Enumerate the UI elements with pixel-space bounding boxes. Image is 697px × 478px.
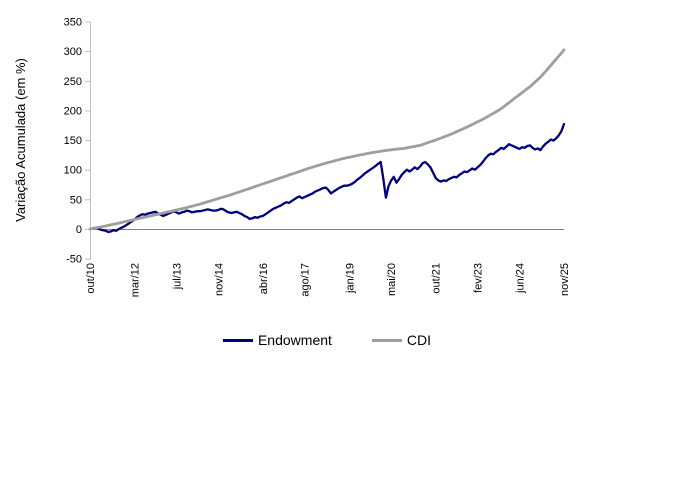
y-tick-label: -50 [66,254,82,266]
legend-label-cdi: CDI [406,332,432,348]
y-tick-label: 350 [64,17,82,29]
x-tick-label: jun/24 [515,263,527,294]
x-tick-label: ago/17 [300,263,312,297]
endowment-line-swatch [222,338,253,342]
y-tick-label: 100 [64,165,82,177]
y-tick-label: 50 [70,194,82,206]
legend-item-cdi: CDI [371,331,432,349]
y-tick-label: 250 [64,76,82,88]
x-tick-label: abr/16 [258,263,270,294]
chart-series [88,48,566,234]
x-tick-label: nov/14 [213,263,225,296]
x-tick-label: out/21 [431,263,443,294]
x-tick-label: out/10 [85,263,97,294]
legend-label-endowment: Endowment [257,332,332,348]
chart-legend: Endowment CDI [90,331,564,349]
y-axis-title: Variação Acumulada (em %) [13,58,28,222]
x-tick-label: jul/13 [171,263,183,290]
y-tick-label: 300 [64,46,82,58]
y-tick-label: 200 [64,105,82,117]
x-tick-label: nov/25 [559,263,571,296]
series-line-endowment [88,122,566,234]
x-tick-label: jan/19 [344,263,356,294]
cdi-line-swatch [371,338,402,342]
series-line-cdi [88,48,566,231]
x-tick-label: mai/20 [386,263,398,296]
y-tick-label: 150 [64,135,82,147]
x-tick-label: fev/23 [473,263,485,293]
legend-item-endowment: Endowment [222,331,332,349]
x-tick-label: mar/12 [130,263,142,297]
y-tick-label: 0 [76,224,82,236]
